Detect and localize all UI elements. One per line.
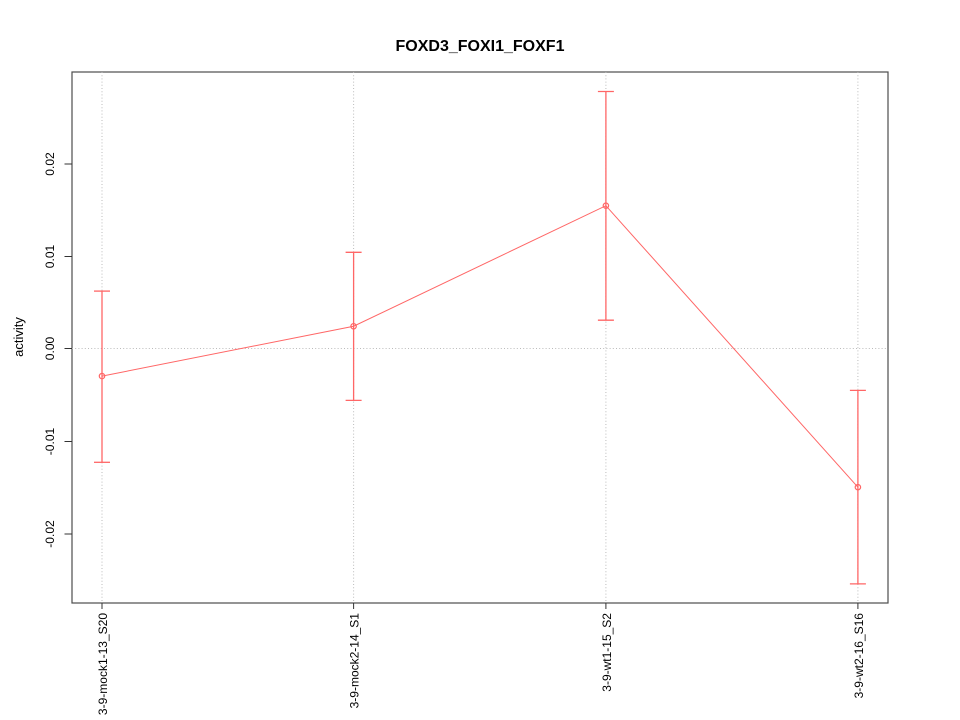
svg-text:3-9-wt1-15_S2: 3-9-wt1-15_S2	[600, 613, 614, 692]
svg-text:0.01: 0.01	[43, 244, 57, 268]
svg-text:FOXD3_FOXI1_FOXF1: FOXD3_FOXI1_FOXF1	[396, 38, 565, 55]
svg-text:3-9-mock2-14_S1: 3-9-mock2-14_S1	[348, 613, 362, 709]
svg-text:3-9-mock1-13_S20: 3-9-mock1-13_S20	[96, 613, 110, 715]
svg-text:-0.02: -0.02	[43, 520, 57, 548]
svg-text:0.00: 0.00	[43, 336, 57, 360]
svg-text:-0.01: -0.01	[43, 428, 57, 456]
svg-text:activity: activity	[11, 317, 26, 357]
svg-text:0.02: 0.02	[43, 152, 57, 176]
svg-text:3-9-wt2-16_S16: 3-9-wt2-16_S16	[852, 613, 866, 699]
